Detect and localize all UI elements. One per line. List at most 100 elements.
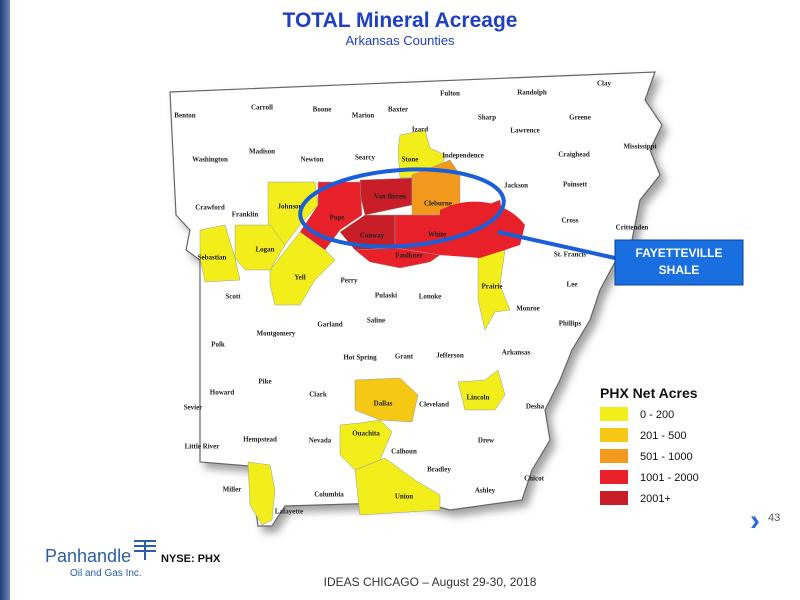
county-label: Searcy <box>355 154 376 162</box>
county-fill <box>411 159 461 216</box>
next-chevron[interactable]: › <box>750 504 760 537</box>
county-label: Howard <box>210 389 235 397</box>
county-label: Yell <box>294 274 305 282</box>
county-label: Jackson <box>504 182 528 190</box>
county-label: Hot Spring <box>343 354 377 362</box>
county-label: Lincoln <box>467 394 490 402</box>
county-label: Polk <box>211 341 225 349</box>
county-label: St. Francis <box>554 251 587 259</box>
footer: IDEAS CHICAGO – August 29-30, 2018 <box>324 575 537 589</box>
county-label: Calhoun <box>391 448 417 456</box>
county-label: Little River <box>185 443 220 451</box>
county-label: Logan <box>255 246 274 254</box>
county-label: Hempstead <box>243 436 277 444</box>
county-label: Prairie <box>482 283 503 291</box>
red-wash <box>440 201 525 258</box>
county-label: Miller <box>223 486 242 494</box>
county-label: Desha <box>526 403 545 411</box>
county-label: White <box>428 231 446 239</box>
county-label: Poinsett <box>563 181 588 189</box>
county-label: Bradley <box>427 466 451 474</box>
county-label: Columbia <box>314 491 344 499</box>
county-label: Chicot <box>524 475 545 483</box>
county-label: Union <box>395 493 413 501</box>
county-label: Craighead <box>558 151 590 159</box>
county-fill <box>354 457 441 516</box>
county-fill <box>457 369 506 411</box>
county-label: Carroll <box>251 104 273 112</box>
legend: 0 - 200 201 - 500 501 - 1000 1001 - 2000 200… <box>600 407 699 505</box>
legend-swatch <box>600 449 628 463</box>
county-label: Sevier <box>184 404 203 412</box>
county-label: Izard <box>412 126 428 134</box>
legend-label: 2001+ <box>640 493 671 505</box>
county-label: Mississippi <box>623 143 656 151</box>
county-label: Clark <box>309 391 327 399</box>
county-label: Cleburne <box>424 200 452 208</box>
county-label: Cross <box>562 217 579 225</box>
county-fill <box>199 224 241 283</box>
county-label: Phillips <box>559 320 582 328</box>
legend-label: 0 - 200 <box>640 409 674 421</box>
callout-text: FAYETTEVILLE <box>636 246 723 260</box>
county-label: Cleveland <box>419 401 449 409</box>
county-label: Nevada <box>309 437 332 445</box>
county-label: Garland <box>317 321 342 329</box>
legend-swatch <box>600 470 628 484</box>
county-fill <box>247 461 276 526</box>
side-bar <box>0 0 10 600</box>
county-fill <box>339 419 393 471</box>
callout-box <box>614 239 744 286</box>
county-fill <box>267 181 319 246</box>
shale-ellipse <box>298 167 506 249</box>
county-label: Washington <box>192 156 228 164</box>
ticker: NYSE: PHX <box>161 553 221 565</box>
county-label: Lee <box>567 281 578 289</box>
county-label: Ashley <box>475 487 496 495</box>
county-label: Montgomery <box>257 330 296 338</box>
county-label: Franklin <box>232 211 259 219</box>
county-label: Benton <box>174 112 196 120</box>
legend-label: 1001 - 2000 <box>640 472 699 484</box>
callout-arrow <box>497 230 616 260</box>
county-label: Clay <box>597 80 612 88</box>
county-label: Conway <box>360 232 385 240</box>
county-label: Baxter <box>388 106 408 114</box>
county-label: Greene <box>569 114 591 122</box>
county-label: Monroe <box>516 305 540 313</box>
county-label: Pope <box>330 214 345 222</box>
county-label: Independence <box>442 152 484 160</box>
county-label: Van Buren <box>374 193 406 201</box>
county-label: Pulaski <box>375 292 397 300</box>
county-label: Drew <box>478 437 495 445</box>
callout-text: SHALE <box>659 263 700 277</box>
county-label: Faulkner <box>395 252 423 260</box>
county-label: Saline <box>367 317 385 325</box>
logo-sub: Oil and Gas Inc. <box>70 568 142 579</box>
title: TOTAL Mineral Acreage <box>283 9 518 32</box>
county-label: Pike <box>258 378 271 386</box>
county-label: Madison <box>249 148 275 156</box>
county-label: Marion <box>352 112 375 120</box>
county-label: Crawford <box>195 204 225 212</box>
county-label: Ouachita <box>352 430 380 438</box>
county-label: Crittenden <box>616 224 649 232</box>
county-label: Newton <box>301 156 324 164</box>
county-label: Randolph <box>517 89 547 97</box>
legend-swatch <box>600 491 628 505</box>
county-label: Lonoke <box>419 293 442 301</box>
legend-swatch <box>600 407 628 421</box>
county-label: Arkansas <box>502 349 531 357</box>
county-label: Scott <box>225 293 241 301</box>
legend-title: PHX Net Acres <box>600 385 698 401</box>
county-fill <box>269 231 336 306</box>
county-label: Boone <box>313 106 332 114</box>
county-label: Perry <box>340 277 358 285</box>
logo-name: Panhandle <box>45 546 131 566</box>
county-label: Fulton <box>440 90 460 98</box>
county-label: Lawrence <box>510 127 539 135</box>
legend-label: 501 - 1000 <box>640 451 693 463</box>
county-label: Jefferson <box>436 352 464 360</box>
county-labels: Benton Carroll Boone Marion Baxter Fulton Rand… <box>174 80 656 516</box>
